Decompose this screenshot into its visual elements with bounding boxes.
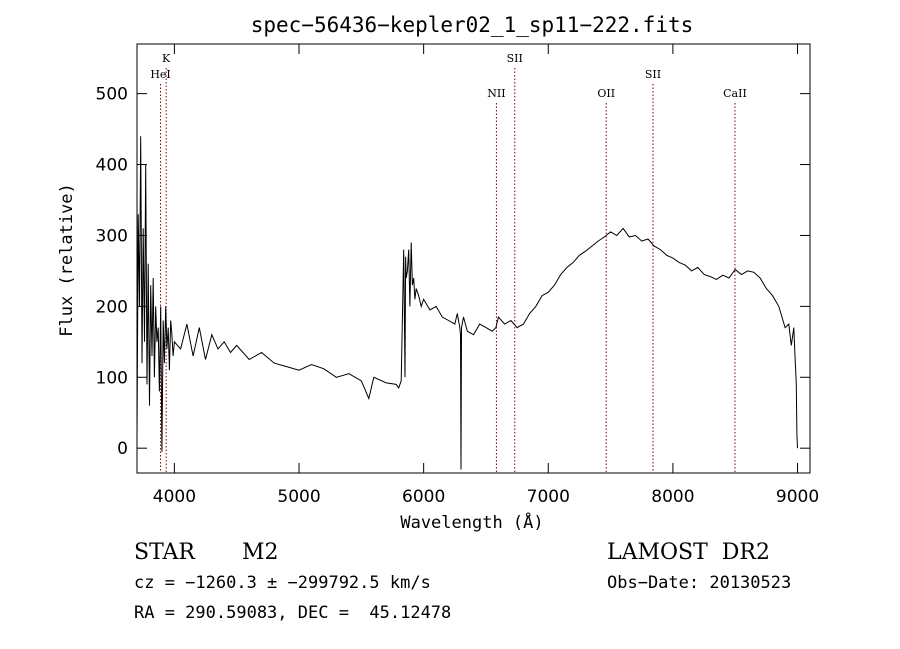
y-tick-label: 500: [96, 85, 128, 105]
y-tick-label: 300: [96, 226, 128, 246]
observation-date: Obs−Date: 20130523: [607, 573, 792, 593]
x-tick-label: 8000: [651, 487, 694, 507]
line-marker-label: K: [162, 52, 171, 65]
y-tick-label: 200: [96, 297, 128, 317]
line-marker-label: CaII: [723, 87, 747, 100]
line-marker-label: OII: [597, 87, 615, 100]
line-marker-label: HeI: [150, 68, 170, 81]
line-marker-label: SII: [507, 52, 523, 65]
x-tick-label: 7000: [527, 487, 570, 507]
line-marker-label: SII: [645, 68, 661, 81]
redshift-readout: cz = −1260.3 ± −299792.5 km/s: [134, 573, 431, 593]
chart-title: spec−56436−kepler02_1_sp11−222.fits: [251, 13, 694, 37]
y-tick-label: 0: [117, 439, 128, 459]
x-tick-label: 5000: [277, 487, 320, 507]
axis-ticks: 4000 5000 6000 7000 8000 9000 0 100 200 300 400 500: [96, 44, 819, 507]
line-markers: K HeI SII NII OII SII CaII: [150, 52, 747, 473]
x-axis-label: Wavelength (Å): [400, 511, 543, 533]
x-tick-label: 6000: [402, 487, 445, 507]
coordinates-readout: RA = 290.59083, DEC = 45.12478: [134, 603, 452, 623]
line-marker-label: NII: [487, 87, 505, 100]
survey-name: LAMOST DR2: [607, 540, 770, 565]
spectral-subclass: M2: [242, 540, 279, 565]
plot-frame: [136, 43, 811, 474]
spectrum-line: [136, 136, 798, 470]
object-type: STAR: [134, 540, 195, 565]
y-tick-label: 100: [96, 368, 128, 388]
x-tick-label: 4000: [153, 487, 196, 507]
x-tick-label: 9000: [776, 487, 819, 507]
y-axis-label: Flux (relative): [57, 183, 77, 337]
y-tick-label: 400: [96, 156, 128, 176]
